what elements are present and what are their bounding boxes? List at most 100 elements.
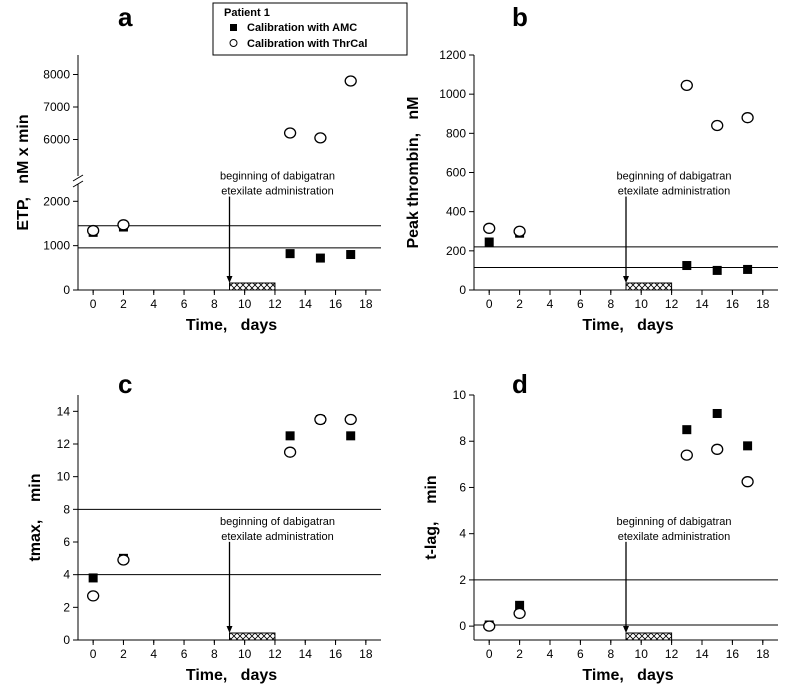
annotation-text: etexilate administration [221,531,334,543]
annotation-text: etexilate administration [618,531,731,543]
data-point-thrcal [87,224,100,237]
x-tick-label: 12 [665,297,679,311]
data-point-thrcal [87,590,100,602]
annotation-text: etexilate administration [221,186,334,198]
x-tick-label: 12 [665,647,679,661]
x-tick-label: 18 [359,297,373,311]
treatment-period-bar [229,282,276,291]
y-axis-title: t-lag, min [423,475,440,559]
data-point-amc [682,425,692,435]
data-point-amc [285,249,295,259]
data-point-amc [285,431,295,441]
data-point-thrcal [741,112,754,124]
data-point-thrcal [283,127,297,139]
y-tick-label: 1000 [439,87,466,101]
panel-letter: b [512,2,528,32]
x-tick-label: 18 [756,297,770,311]
x-tick-label: 0 [90,647,97,661]
panel-letter: c [118,369,132,399]
y-axis-title: tmax, min [27,473,44,561]
y-tick-label: 0 [63,633,70,647]
data-point-thrcal [344,75,357,87]
data-point-thrcal [711,119,724,132]
y-tick-label: 6 [459,480,466,494]
y-tick-label: 10 [453,388,467,402]
y-tick-label: 1200 [439,48,466,62]
data-point-thrcal [513,225,526,237]
x-tick-label: 10 [238,647,252,661]
data-point-thrcal [314,413,327,426]
panel-letter: a [118,2,133,32]
data-point-amc [743,441,753,451]
x-axis-title: Time, days [582,317,673,334]
x-tick-label: 2 [516,647,523,661]
data-point-thrcal [314,132,327,144]
data-point-amc [712,265,722,275]
treatment-period-bar [229,632,276,641]
y-tick-label: 6000 [43,133,70,147]
data-point-thrcal [741,476,754,488]
x-tick-label: 8 [211,647,218,661]
x-tick-label: 10 [635,297,649,311]
y-tick-label: 600 [446,166,466,180]
x-tick-label: 10 [635,647,649,661]
treatment-period-bar [625,282,673,291]
x-tick-label: 16 [726,647,740,661]
x-tick-label: 4 [547,647,554,661]
x-tick-label: 12 [268,297,282,311]
legend-label-thrcal: Calibration with ThrCal [247,38,367,50]
y-tick-label: 2 [63,600,70,614]
panel-a: a 0 2 4 6 8 10 12 14 16 18 0 1000 2000 6000 7000 8000 Tim… [15,2,381,334]
x-axis-title: Time, days [186,317,277,334]
y-tick-label: 400 [446,205,466,219]
data-point-amc [346,250,356,260]
axis-break-mark [72,174,84,182]
x-tick-label: 6 [181,297,188,311]
data-point-amc [515,600,525,610]
legend-marker-thrcal [229,39,238,47]
data-point-amc [346,431,356,441]
y-tick-label: 8 [63,502,70,516]
legend-marker-amc [230,24,237,31]
data-point-thrcal [680,79,693,92]
y-tick-label: 8000 [43,68,70,82]
data-point-amc [484,237,494,247]
data-point-amc [315,253,325,263]
x-tick-label: 2 [120,297,127,311]
x-tick-label: 14 [695,297,709,311]
data-point-amc [682,261,692,271]
x-tick-label: 16 [329,297,343,311]
annotation-text: beginning of dabigatran [617,516,732,528]
y-tick-label: 6 [63,535,70,549]
data-point-amc [712,408,722,418]
x-tick-label: 16 [329,647,343,661]
annotation-text: beginning of dabigatran [220,516,335,528]
y-tick-label: 1000 [43,239,70,253]
annotation-text: beginning of dabigatran [220,171,335,183]
panel-letter: d [512,369,528,399]
annotation-text: etexilate administration [618,186,731,198]
y-tick-label: 12 [57,437,71,451]
x-tick-label: 14 [299,647,313,661]
x-tick-label: 18 [359,647,373,661]
x-tick-label: 6 [577,297,584,311]
x-tick-label: 0 [90,297,97,311]
x-tick-label: 4 [547,297,554,311]
x-tick-label: 0 [486,297,493,311]
data-point-thrcal [344,413,357,426]
annotation-arrowhead [623,276,629,283]
y-tick-label: 0 [63,283,70,297]
x-axis-title: Time, days [186,667,277,684]
panel-d: d 0 2 4 6 8 10 12 14 16 18 0 2 4 6 8 10 Time, days t-lag, … [423,369,778,684]
x-tick-label: 0 [486,647,493,661]
x-tick-label: 6 [577,647,584,661]
x-tick-label: 10 [238,297,252,311]
panel-c: c 0 2 4 6 8 10 12 14 16 18 0 2 4 6 8 10 12 14 Time, days tma… [27,369,381,684]
axis-break-mark [72,180,84,188]
y-tick-label: 4 [459,527,466,541]
legend: Patient 1 Calibration with AMC Calibrati… [212,2,408,56]
y-axis-title: Peak thrombin, nM [405,96,422,248]
annotation-arrowhead [623,626,629,633]
legend-label-amc: Calibration with AMC [247,22,357,34]
x-tick-label: 14 [299,297,313,311]
